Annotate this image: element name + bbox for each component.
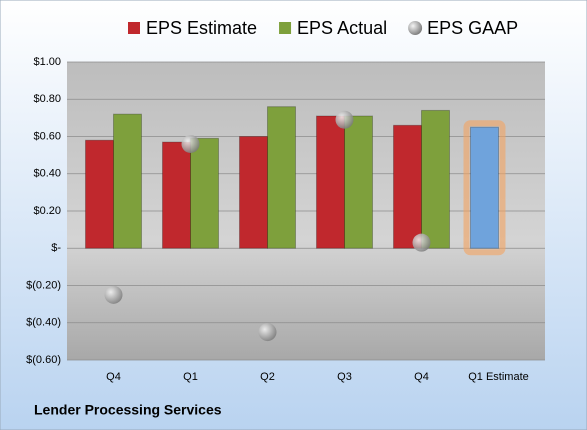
gaap-marker [258, 323, 277, 342]
bar [162, 141, 191, 249]
bar [113, 113, 142, 249]
x-tick-label: Q4 [414, 371, 429, 383]
bar [267, 106, 296, 249]
y-tick-label: $(0.40) [26, 317, 61, 329]
bar [344, 115, 373, 249]
legend-label: EPS GAAP [427, 18, 518, 38]
bar [85, 139, 114, 249]
gaap-marker [104, 285, 123, 304]
legend-label: EPS Actual [297, 18, 387, 38]
legend-label: EPS Estimate [146, 18, 257, 38]
bar [393, 124, 422, 249]
chart-title: Lender Processing Services [34, 402, 222, 418]
bar [470, 126, 499, 249]
gaap-marker [181, 134, 200, 153]
x-tick-label: Q2 [260, 371, 275, 383]
y-tick-label: $- [51, 242, 61, 254]
x-tick-label: Q3 [337, 371, 352, 383]
y-tick-label: $0.40 [33, 168, 61, 180]
legend-marker [128, 22, 140, 34]
y-tick-label: $0.20 [33, 205, 61, 217]
bar-glow [463, 120, 506, 256]
y-tick-label: $0.80 [33, 93, 61, 105]
bar [421, 109, 450, 249]
y-tick-label: $(0.20) [26, 279, 61, 291]
y-tick-label: $1.00 [33, 56, 61, 68]
legend-marker [279, 22, 292, 34]
x-tick-label: Q1 Estimate [468, 371, 529, 383]
gaap-marker [335, 110, 354, 129]
bar [316, 115, 345, 249]
y-tick-label: $0.60 [33, 130, 61, 142]
y-tick-label: $(0.60) [26, 354, 61, 366]
bar [190, 137, 219, 249]
gaap-marker [412, 233, 431, 252]
bar [239, 136, 268, 249]
x-tick-label: Q1 [183, 371, 198, 383]
x-tick-label: Q4 [106, 371, 121, 383]
legend-marker [408, 21, 423, 35]
